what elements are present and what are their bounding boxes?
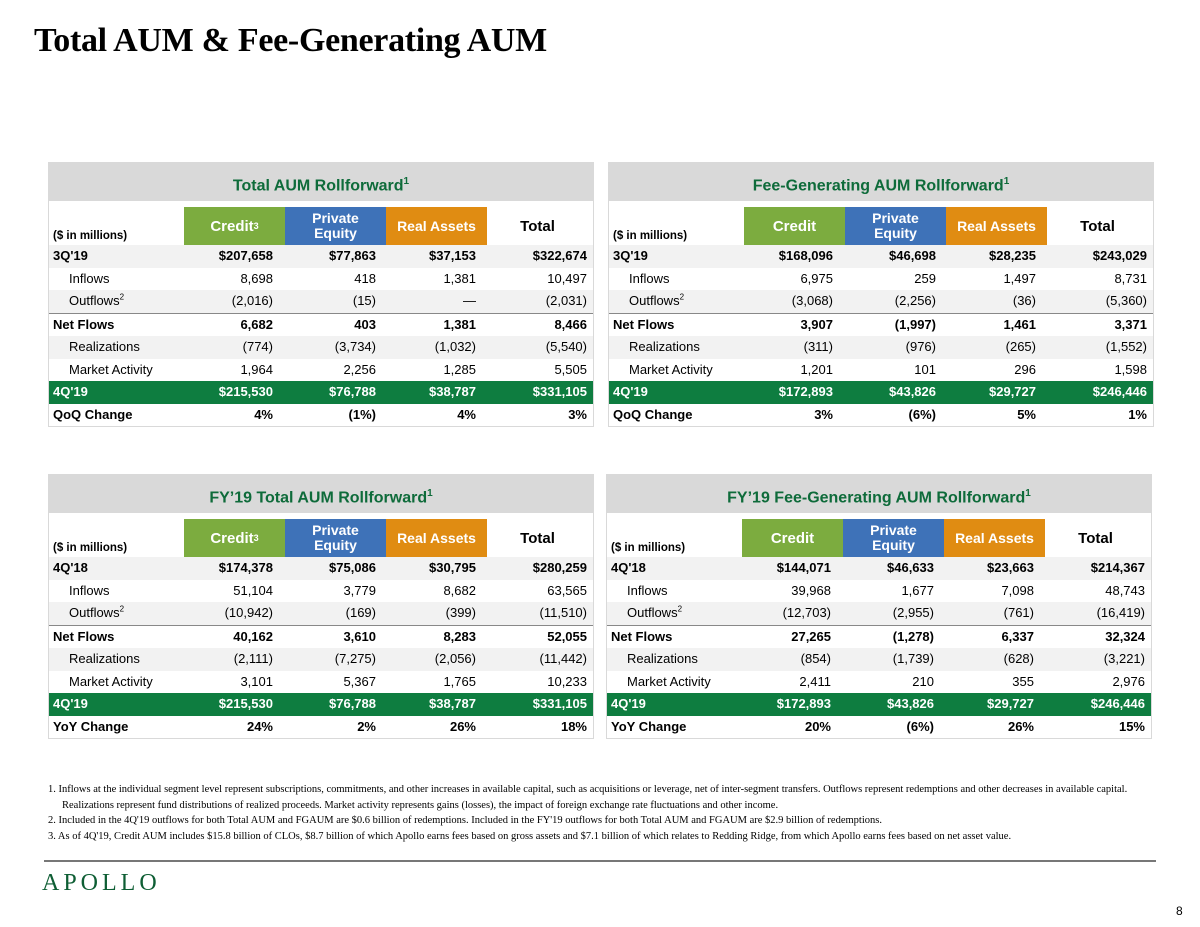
panel-fy19-fee-generating-aum-rollforward: FY’19 Fee-Generating AUM Rollforward1 ($… [606,474,1152,739]
table-row: 4Q'19 $215,530 $76,788 $38,787 $331,105 [49,381,593,404]
table-header: ($ in millions) Credit Private Equity Rea… [609,201,1153,245]
panel-total-aum-rollforward: Total AUM Rollforward1 ($ in millions) C… [48,162,594,427]
table-row: QoQ Change 3% (6%) 5% 1% [613,406,1147,422]
col-header-total: Total [1078,529,1113,547]
table-row: Outflows2 (2,016) (15) — (2,031) [49,290,593,313]
col-header-private-equity: Private Equity [285,207,386,245]
table-row: 4Q'19 $172,893 $43,826 $29,727 $246,446 [609,381,1153,404]
table-row: Inflows 6,975 259 1,497 8,731 [629,270,1147,286]
col-header-private-equity: Private Equity [285,519,386,557]
table-row: YoY Change 20% (6%) 26% 15% [611,718,1145,734]
col-header-credit: Credit 3 [184,519,285,557]
panel-title: Total AUM Rollforward1 [49,163,593,201]
col-header-real-assets: Real Assets [944,519,1045,557]
panel-title: FY’19 Fee-Generating AUM Rollforward1 [607,475,1151,513]
units-label: ($ in millions) [613,230,688,242]
table-row: 3Q'19 $168,096 $46,698 $28,235 $243,029 [609,245,1153,268]
table-row: Net Flows 40,162 3,610 8,283 52,055 [49,624,593,649]
col-header-credit: Credit 3 [184,207,285,245]
table-row: Market Activity 2,411 210 355 2,976 [627,673,1145,689]
col-header-private-equity: Private Equity [843,519,944,557]
units-label: ($ in millions) [611,542,686,554]
table-header: ($ in millions) Credit Private Equity Rea… [607,513,1151,557]
table-row: 4Q'19 $172,893 $43,826 $29,727 $246,446 [607,693,1151,716]
footnotes: 1. Inflows at the individual segment lev… [48,782,1153,844]
table-row: Realizations (311) (976) (265) (1,552) [609,336,1153,359]
table-row: Market Activity 3,101 5,367 1,765 10,233 [69,673,587,689]
table-row: Realizations (2,111) (7,275) (2,056) (11,442… [49,648,593,671]
units-label: ($ in millions) [53,230,128,242]
table-row: Outflows2 (12,703) (2,955) (761) (16,419) [607,602,1151,625]
table-row: Market Activity 1,964 2,256 1,285 5,505 [69,361,587,377]
table-row: Realizations (854) (1,739) (628) (3,221) [607,648,1151,671]
table-row: Net Flows 27,265 (1,278) 6,337 32,324 [607,624,1151,649]
page-number: 8 [1176,904,1183,918]
table-row: Outflows2 (10,942) (169) (399) (11,510) [49,602,593,625]
table-row: 4Q'19 $215,530 $76,788 $38,787 $331,105 [49,693,593,716]
page-title: Total AUM & Fee-Generating AUM [34,22,547,59]
table-row: Inflows 8,698 418 1,381 10,497 [69,270,587,286]
table-row: 4Q'18 $144,071 $46,633 $23,663 $214,367 [607,557,1151,580]
table-row: Inflows 51,104 3,779 8,682 63,565 [69,582,587,598]
panel-fy19-total-aum-rollforward: FY’19 Total AUM Rollforward1 ($ in milli… [48,474,594,739]
col-header-private-equity: Private Equity [845,207,946,245]
col-header-real-assets: Real Assets [946,207,1047,245]
footnote-1: 1. Inflows at the individual segment lev… [48,784,1128,811]
table-header: ($ in millions) Credit 3 Private Equity Re… [49,201,593,245]
table-row: Market Activity 1,201 101 296 1,598 [629,361,1147,377]
panel-title: FY’19 Total AUM Rollforward1 [49,475,593,513]
panel-fee-generating-aum-rollforward: Fee-Generating AUM Rollforward1 ($ in mi… [608,162,1154,427]
col-header-real-assets: Real Assets [386,207,487,245]
col-header-total: Total [520,217,555,235]
table-header: ($ in millions) Credit 3 Private Equity Re… [49,513,593,557]
table-row: Net Flows 6,682 403 1,381 8,466 [49,312,593,337]
table-row: YoY Change 24% 2% 26% 18% [53,718,587,734]
col-header-total: Total [1080,217,1115,235]
table-row: Net Flows 3,907 (1,997) 1,461 3,371 [609,312,1153,337]
table-row: Realizations (774) (3,734) (1,032) (5,540) [49,336,593,359]
footnote-2: 2. Included in the 4Q'19 outflows for bo… [48,815,882,826]
table-row: Outflows2 (3,068) (2,256) (36) (5,360) [609,290,1153,313]
table-row: 3Q'19 $207,658 $77,863 $37,153 $322,674 [49,245,593,268]
col-header-total: Total [520,529,555,547]
table-row: 4Q'18 $174,378 $75,086 $30,795 $280,259 [49,557,593,580]
footnote-3: 3. As of 4Q'19, Credit AUM includes $15.… [48,830,1012,842]
footer-divider [44,860,1156,862]
panel-title: Fee-Generating AUM Rollforward1 [609,163,1153,201]
col-header-credit: Credit [742,519,843,557]
units-label: ($ in millions) [53,542,128,554]
table-row: QoQ Change 4% (1%) 4% 3% [53,406,587,422]
apollo-logo: APOLLO [42,870,161,896]
table-row: Inflows 39,968 1,677 7,098 48,743 [627,582,1145,598]
col-header-real-assets: Real Assets [386,519,487,557]
col-header-credit: Credit [744,207,845,245]
